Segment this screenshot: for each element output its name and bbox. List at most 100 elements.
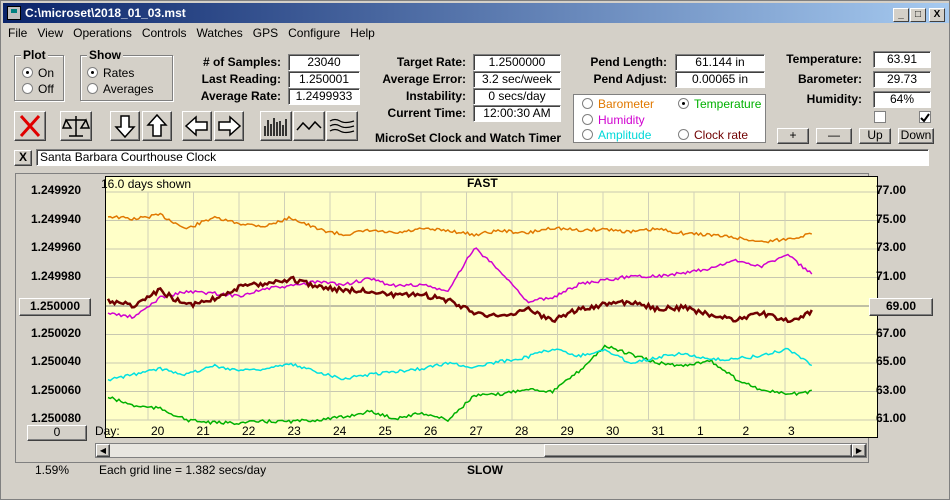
x-axis-tick: 27 — [469, 424, 483, 438]
window-title: C:\microset\2018_01_03.mst — [25, 6, 186, 20]
clock-name-field[interactable]: Santa Barbara Courthouse Clock — [36, 149, 929, 166]
fast-label: FAST — [467, 176, 498, 190]
clear-clock-button[interactable]: X — [14, 150, 32, 166]
plot-on-label: On — [38, 66, 55, 80]
show-group: Show Rates Averages — [80, 48, 173, 101]
checkbox-left[interactable] — [874, 111, 886, 123]
zero-button[interactable]: 0 — [27, 425, 87, 441]
average-error-value: 3.2 sec/week — [473, 71, 561, 88]
radio-unchecked-icon — [678, 129, 689, 140]
right-axis-tick: 61.00 — [876, 411, 907, 425]
multi-plot-button[interactable] — [326, 111, 358, 141]
menu-watches[interactable]: Watches — [196, 26, 243, 40]
x-axis-tick: 3 — [788, 424, 795, 438]
radio-checked-icon — [22, 67, 33, 78]
plus-button[interactable]: + — [777, 128, 809, 144]
menu-controls[interactable]: Controls — [141, 26, 187, 40]
legend-humidity-radio[interactable]: Humidity — [582, 113, 645, 127]
horizontal-scrollbar[interactable]: ◀ ▶ — [95, 443, 867, 458]
target-rate-value: 1.2500000 — [473, 54, 561, 71]
show-rates-radio[interactable]: Rates — [87, 66, 134, 80]
x-axis-tick: 28 — [515, 424, 529, 438]
legend-barometer-label: Barometer — [598, 97, 655, 111]
instability-label: Instability: — [405, 89, 466, 103]
close-button[interactable]: X — [929, 8, 945, 22]
scroll-right-button[interactable] — [214, 111, 244, 141]
legend-temperature-radio[interactable]: Temperature — [678, 97, 761, 111]
scroll-down-button[interactable] — [110, 111, 140, 141]
x-axis-tick: 24 — [333, 424, 347, 438]
radio-unchecked-icon — [87, 83, 98, 94]
menu-configure[interactable]: Configure — [288, 26, 341, 40]
radio-unchecked-icon — [582, 129, 593, 140]
legend-humidity-label: Humidity — [598, 113, 645, 127]
plot-area[interactable] — [105, 176, 878, 438]
up-button[interactable]: Up — [859, 128, 891, 144]
arrow-right-icon — [218, 115, 242, 137]
left-axis-tick: 1.249980 — [31, 268, 82, 283]
plot-off-label: Off — [38, 82, 54, 96]
pend-length-value: 61.144 in — [675, 54, 765, 71]
left-axis-tick: 1.250060 — [31, 382, 82, 397]
title-bar[interactable]: C:\microset\2018_01_03.mst _ □ X — [3, 3, 949, 23]
temperature-label: Temperature: — [786, 52, 862, 66]
show-rates-label: Rates — [103, 66, 135, 80]
down-button[interactable]: Down — [898, 128, 934, 144]
percent-label: 1.59% — [35, 463, 70, 477]
legend-barometer-radio[interactable]: Barometer — [582, 97, 654, 111]
center-sensor-button[interactable]: 69.00 — [869, 298, 933, 316]
current-time-label: Current Time: — [387, 106, 466, 120]
minus-button[interactable]: — — [816, 128, 852, 144]
legend-clock-rate-radio[interactable]: Clock rate — [678, 128, 748, 142]
samples-label: # of Samples: — [202, 55, 281, 69]
checkbox-right[interactable] — [919, 111, 931, 123]
plot-group-title: Plot — [21, 48, 48, 62]
x-axis-tick: 30 — [606, 424, 620, 438]
right-axis-tick: 65.00 — [876, 354, 907, 368]
left-axis-tick: 1.249960 — [31, 240, 82, 254]
legend-amplitude-radio[interactable]: Amplitude — [582, 128, 651, 142]
menu-bar: File View Operations Controls Watches GPS Conf… — [3, 23, 949, 43]
average-rate-value: 1.2499933 — [288, 88, 360, 105]
x-axis-tick: 31 — [651, 424, 665, 438]
red-x-icon — [19, 114, 41, 138]
scroll-up-button[interactable] — [142, 111, 172, 141]
right-axis-tick: 67.00 — [876, 325, 907, 340]
menu-gps[interactable]: GPS — [252, 26, 279, 40]
calibrate-button[interactable] — [60, 111, 92, 141]
menu-help[interactable]: Help — [350, 26, 375, 40]
x-axis-tick: 25 — [378, 424, 392, 438]
scroll-left-button[interactable] — [182, 111, 212, 141]
last-reading-label: Last Reading: — [201, 72, 281, 86]
day-label: Day: — [95, 424, 120, 438]
days-shown-label: 16.0 days shown — [101, 177, 192, 191]
barometer-value: 29.73 — [873, 71, 931, 88]
radio-unchecked-icon — [582, 98, 593, 109]
clear-data-button[interactable] — [14, 111, 46, 141]
left-axis-tick: 1.250080 — [31, 411, 82, 425]
show-averages-label: Averages — [103, 82, 154, 96]
plot-on-radio[interactable]: On — [22, 66, 54, 80]
series-line — [107, 347, 813, 382]
target-rate-label: Target Rate: — [396, 55, 466, 69]
menu-file[interactable]: File — [8, 26, 28, 40]
histogram-button[interactable] — [260, 111, 292, 141]
scrollbar-thumb[interactable] — [544, 444, 852, 457]
menu-view[interactable]: View — [37, 26, 64, 40]
scroll-left-arrow-icon[interactable]: ◀ — [96, 444, 110, 457]
plot-group: Plot On Off — [14, 48, 64, 101]
minimize-button[interactable]: _ — [893, 8, 909, 22]
multi-wave-icon — [329, 118, 355, 134]
show-averages-radio[interactable]: Averages — [87, 82, 153, 96]
plot-off-radio[interactable]: Off — [22, 82, 54, 96]
right-axis-tick: 71.00 — [876, 268, 907, 283]
maximize-button[interactable]: □ — [910, 8, 926, 22]
average-rate-label: Average Rate: — [200, 89, 281, 103]
line-plot-button[interactable] — [293, 111, 325, 141]
center-rate-button[interactable]: 1.250000 — [19, 298, 91, 316]
temperature-value: 63.91 — [873, 51, 931, 68]
scroll-right-arrow-icon[interactable]: ▶ — [852, 444, 866, 457]
rate-chart — [106, 191, 877, 426]
menu-operations[interactable]: Operations — [73, 26, 132, 40]
